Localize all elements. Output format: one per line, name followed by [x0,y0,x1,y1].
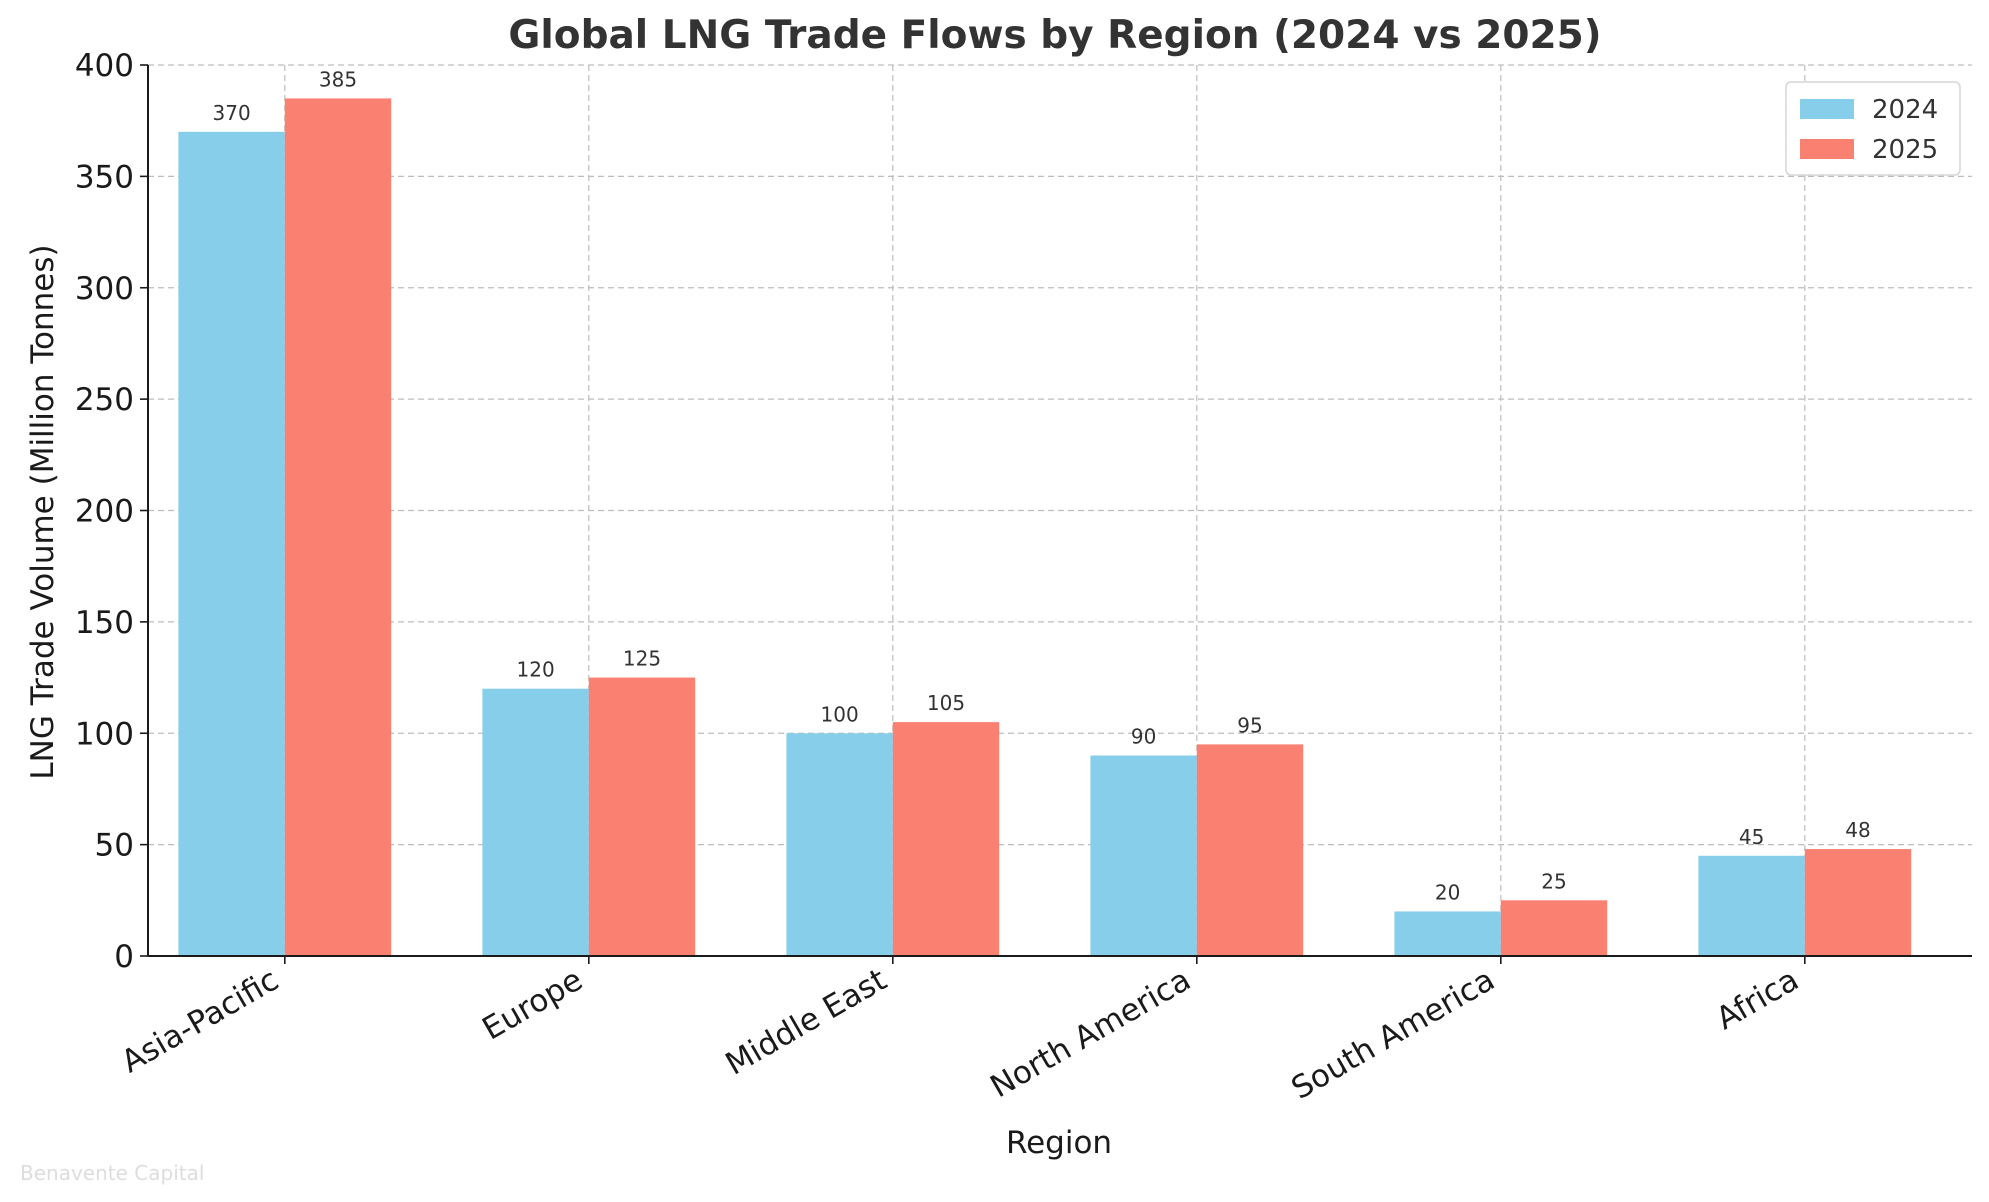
bar-value-label: 385 [319,67,357,91]
bar-2025 [892,722,1000,956]
bar-2025 [1804,849,1912,956]
bar-value-label: 20 [1435,880,1460,904]
y-tick-label: 250 [75,382,134,418]
x-tick-label: South America [1285,962,1500,1107]
grid [148,64,1972,956]
legend-label: 2024 [1872,95,1938,125]
bar-2024 [1698,855,1805,956]
x-tick-label: Europe [476,962,588,1048]
bar-value-label: 45 [1739,825,1764,849]
bar-value-label: 105 [927,691,965,715]
y-tick-label: 400 [75,48,134,84]
x-tick-label: North America [984,962,1196,1105]
bar-2024 [786,733,893,956]
axes [140,64,1972,964]
chart-title: Global LNG Trade Flows by Region (2024 v… [508,13,1601,58]
y-tick-label: 100 [75,716,134,752]
y-tick-label: 150 [75,605,134,641]
bar-2024 [178,131,285,956]
bar-value-label: 125 [623,647,661,671]
bar-2024 [482,688,589,956]
bar-value-label: 120 [517,658,555,682]
y-tick-label: 300 [75,271,134,307]
y-tick-labels: 0 50 100 150 200 250 300 350 400 [75,48,134,975]
bar-2024 [1090,755,1197,956]
bars [178,98,1912,957]
bar-value-label: 48 [1845,818,1870,842]
bar-value-label: 95 [1237,713,1262,737]
bar-2025 [588,677,696,956]
x-tick-label: Asia-Pacific [116,962,285,1081]
watermark: Benavente Capital [20,1161,204,1185]
x-tick-labels: Asia-Pacific Europe Middle East North Ameri… [116,962,1805,1107]
legend-swatch [1800,99,1854,119]
x-tick-label: Africa [1710,962,1805,1037]
legend: 2024 2025 [1785,81,1961,176]
x-axis-label: Region [1006,1125,1112,1161]
bar-2025 [284,98,392,957]
bar-value-label: 370 [213,101,251,125]
bar-value-label: 90 [1131,725,1156,749]
bar-value-label: 25 [1541,869,1566,893]
bar-value-label: 100 [821,702,859,726]
legend-label: 2025 [1872,135,1938,165]
y-tick-label: 200 [75,494,134,530]
legend-swatch [1800,139,1854,159]
y-tick-label: 0 [114,939,134,975]
data-labels: 370 120 100 90 20 45 385 125 105 95 25 48 [213,67,1871,904]
y-axis-label: LNG Trade Volume (Million Tonnes) [25,244,61,779]
bar-2025 [1196,744,1304,956]
bar-2024 [1394,911,1501,956]
bar-2025 [1500,900,1608,956]
y-tick-label: 50 [95,828,134,864]
y-tick-label: 350 [75,159,134,195]
x-tick-label: Middle East [720,962,893,1083]
